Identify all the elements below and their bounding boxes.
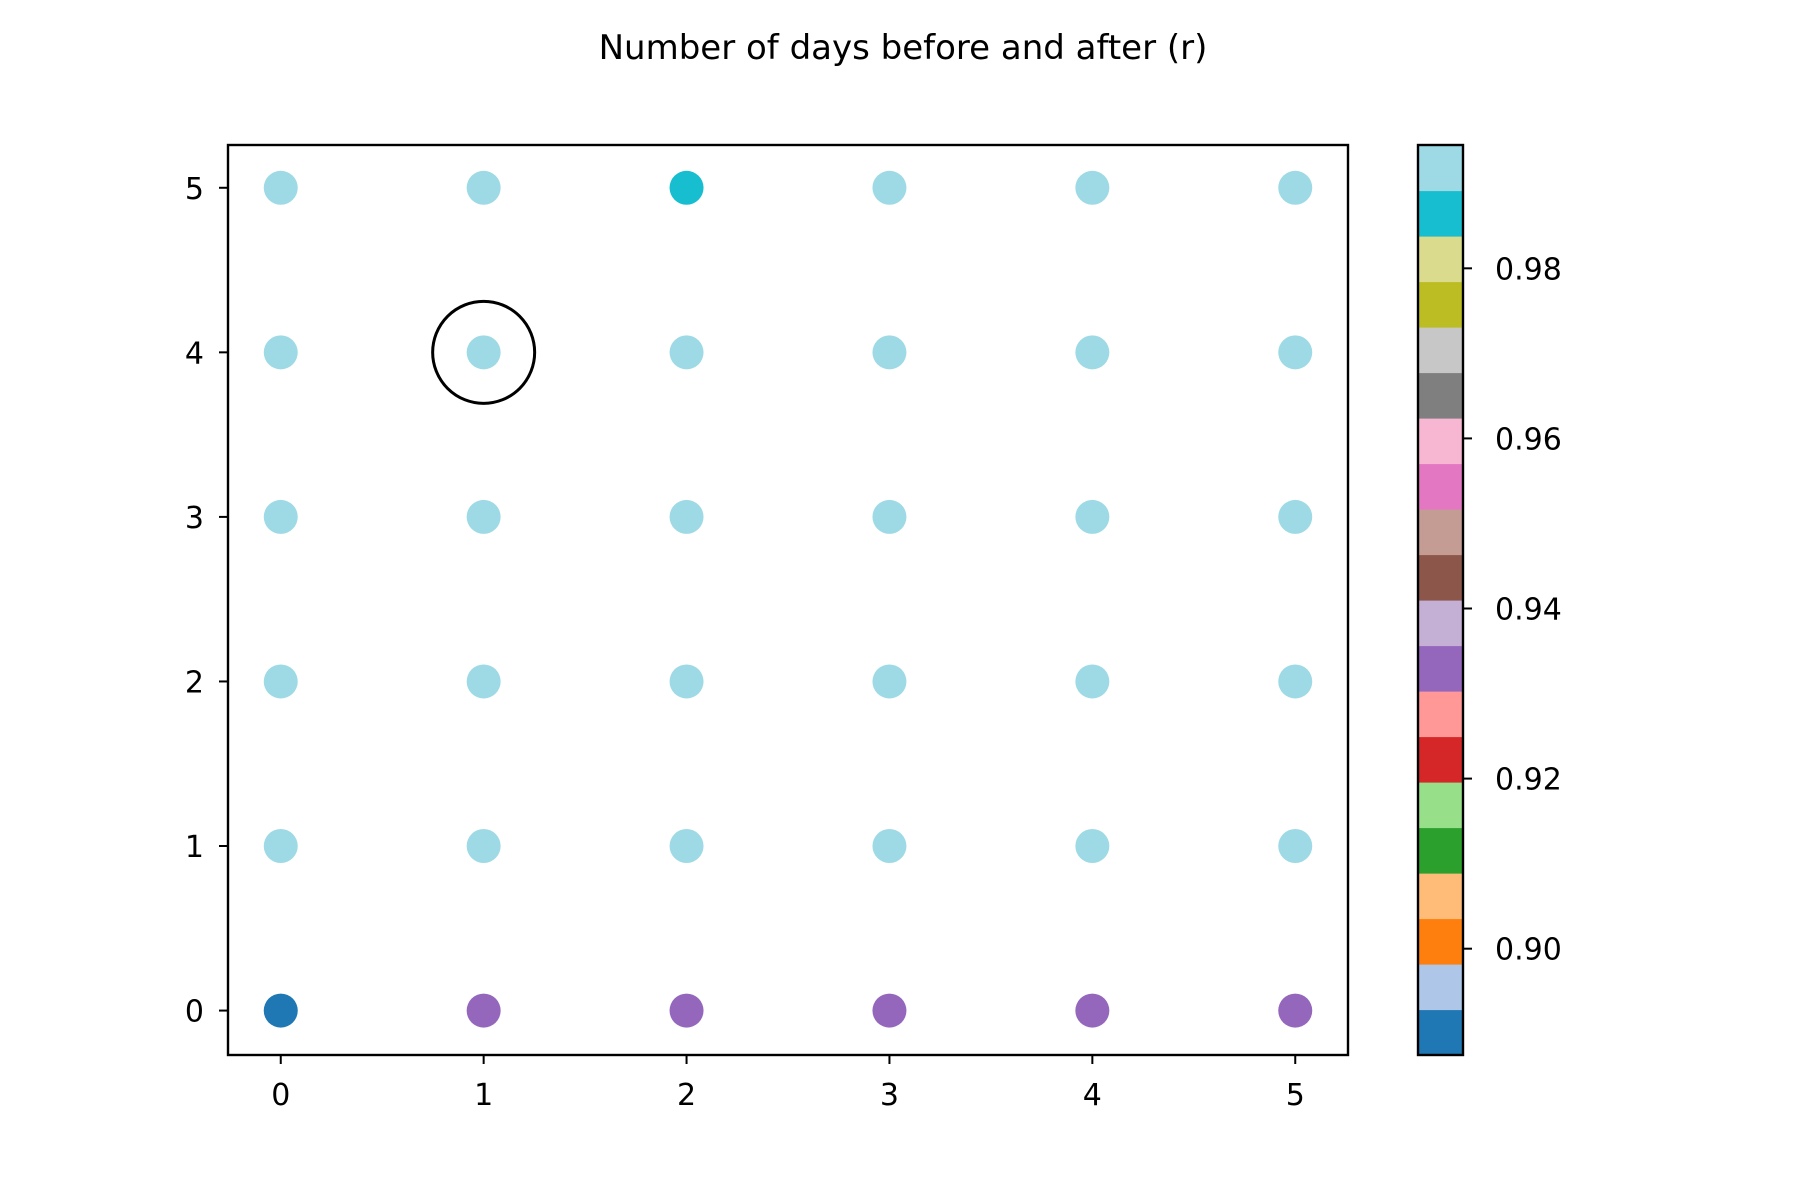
colorbar-segment <box>1418 964 1463 1011</box>
scatter-point <box>1278 170 1313 205</box>
scatter-point <box>466 335 501 370</box>
x-tick-label: 4 <box>1083 1078 1102 1113</box>
highlight-ring <box>431 299 537 405</box>
points-layer <box>263 170 1313 1028</box>
colorbar-segment <box>1418 190 1463 237</box>
colorbar-segment <box>1418 145 1463 192</box>
scatter-point <box>466 829 501 864</box>
colorbar-segment <box>1418 327 1463 374</box>
scatter-point <box>263 170 298 205</box>
colorbar-segment <box>1418 281 1463 328</box>
scatter-point <box>872 335 907 370</box>
colorbar-segment <box>1418 782 1463 829</box>
scatter-point <box>1278 829 1313 864</box>
colorbar-tick-label: 0.98 <box>1495 252 1562 287</box>
scatter-point <box>669 664 704 699</box>
x-tick-label: 1 <box>474 1078 493 1113</box>
colorbar-tick-label: 0.92 <box>1495 763 1562 798</box>
y-tick-label: 1 <box>185 830 204 865</box>
scatter-point <box>1075 829 1110 864</box>
scatter-point <box>1278 499 1313 534</box>
y-axis: 0 1 2 3 4 5 <box>185 172 228 1030</box>
scatter-point <box>872 170 907 205</box>
colorbar-segment <box>1418 645 1463 692</box>
scatter-point <box>263 664 298 699</box>
x-tick-label: 2 <box>677 1078 696 1113</box>
highlight-layer <box>431 299 537 405</box>
scatter-point <box>466 993 501 1028</box>
y-tick-label: 5 <box>185 172 204 207</box>
scatter-point <box>872 499 907 534</box>
chart-title: Number of days before and after (r) <box>599 28 1208 68</box>
scatter-point <box>872 664 907 699</box>
scatter-point <box>1075 499 1110 534</box>
colorbar-tick-label: 0.94 <box>1495 593 1562 628</box>
scatter-point <box>669 170 704 205</box>
scatter-point <box>872 993 907 1028</box>
colorbar-segment <box>1418 1009 1463 1056</box>
colorbar-segment <box>1418 918 1463 965</box>
colorbar-segment <box>1418 873 1463 920</box>
scatter-point <box>466 170 501 205</box>
x-axis: 0 1 2 3 4 5 <box>271 1055 1305 1113</box>
y-tick-label: 3 <box>185 501 204 536</box>
scatter-point <box>1075 664 1110 699</box>
colorbar-frame <box>1416 143 1465 1057</box>
colorbar-segment <box>1418 372 1463 419</box>
scatter-point <box>1075 335 1110 370</box>
scatter-point <box>466 499 501 534</box>
x-tick-label: 5 <box>1286 1078 1305 1113</box>
scatter-point <box>466 664 501 699</box>
x-tick-label: 0 <box>271 1078 290 1113</box>
scatter-point <box>669 993 704 1028</box>
scatter-point <box>669 829 704 864</box>
scatter-point <box>263 829 298 864</box>
colorbar-segment <box>1418 463 1463 510</box>
scatter-point <box>1278 993 1313 1028</box>
colorbar-segment <box>1418 554 1463 601</box>
colorbar-segment <box>1418 236 1463 283</box>
x-tick-label: 3 <box>880 1078 899 1113</box>
scatter-point <box>263 335 298 370</box>
scatter-point <box>872 829 907 864</box>
colorbar-segment <box>1418 691 1463 738</box>
colorbar-segment <box>1418 509 1463 556</box>
scatter-point <box>669 499 704 534</box>
scatter-point <box>1075 993 1110 1028</box>
y-tick-label: 2 <box>185 665 204 700</box>
colorbar-tick-label: 0.96 <box>1495 422 1562 457</box>
colorbar-segment <box>1418 600 1463 647</box>
plot-frame <box>226 143 1350 1057</box>
colorbar-segment <box>1418 827 1463 874</box>
scatter-point <box>1278 335 1313 370</box>
scatter-point <box>669 335 704 370</box>
colorbar-segment <box>1418 736 1463 783</box>
colorbar-tick-label: 0.90 <box>1495 933 1562 968</box>
scatter-point <box>263 499 298 534</box>
colorbar: 0.90 0.92 0.94 0.96 0.98 <box>1416 143 1562 1057</box>
scatter-point <box>1278 664 1313 699</box>
colorbar-segment <box>1418 418 1463 465</box>
scatter-point <box>1075 170 1110 205</box>
y-tick-label: 0 <box>185 995 204 1030</box>
y-tick-label: 4 <box>185 336 204 371</box>
scatter-point <box>263 993 298 1028</box>
